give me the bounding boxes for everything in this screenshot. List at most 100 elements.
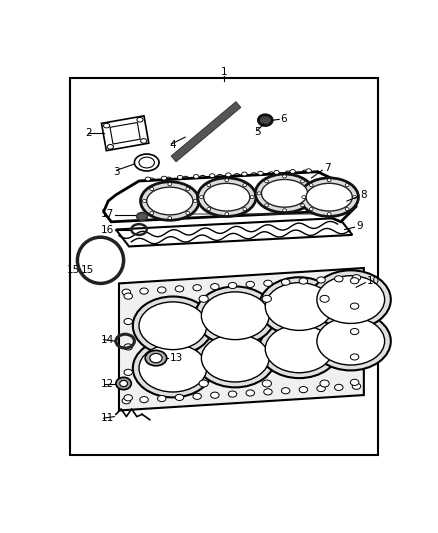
Ellipse shape (255, 174, 314, 213)
Ellipse shape (201, 334, 269, 382)
Text: 17: 17 (100, 209, 113, 219)
Polygon shape (116, 218, 352, 246)
Polygon shape (119, 268, 364, 410)
Ellipse shape (311, 270, 391, 329)
Ellipse shape (259, 277, 339, 336)
Polygon shape (148, 175, 322, 193)
Ellipse shape (259, 320, 339, 378)
Ellipse shape (225, 179, 229, 182)
Text: 1: 1 (221, 67, 228, 77)
Ellipse shape (204, 183, 250, 211)
Polygon shape (171, 102, 241, 162)
Ellipse shape (147, 187, 193, 215)
Polygon shape (102, 116, 149, 151)
Ellipse shape (107, 144, 113, 149)
Ellipse shape (243, 184, 247, 187)
Ellipse shape (246, 281, 254, 287)
Ellipse shape (148, 178, 155, 183)
Ellipse shape (268, 172, 274, 176)
Text: 2: 2 (85, 128, 92, 138)
Polygon shape (103, 172, 356, 222)
Ellipse shape (345, 208, 349, 211)
Ellipse shape (350, 354, 359, 360)
Ellipse shape (134, 154, 159, 171)
Ellipse shape (283, 175, 286, 178)
Ellipse shape (137, 117, 143, 122)
Ellipse shape (282, 387, 290, 394)
Ellipse shape (183, 176, 189, 181)
Text: 9: 9 (356, 221, 363, 231)
Ellipse shape (311, 312, 391, 370)
Ellipse shape (193, 199, 197, 203)
Ellipse shape (186, 188, 190, 191)
Ellipse shape (142, 199, 146, 203)
Ellipse shape (139, 344, 207, 392)
Ellipse shape (140, 397, 148, 403)
Ellipse shape (199, 380, 208, 387)
Ellipse shape (265, 282, 333, 330)
Ellipse shape (217, 174, 223, 179)
Ellipse shape (335, 276, 343, 282)
Ellipse shape (309, 208, 313, 211)
Ellipse shape (158, 395, 166, 401)
Ellipse shape (264, 389, 272, 395)
Ellipse shape (234, 174, 240, 178)
Ellipse shape (139, 157, 155, 168)
Text: 4: 4 (170, 140, 177, 150)
Ellipse shape (228, 391, 237, 397)
Ellipse shape (250, 196, 254, 199)
Ellipse shape (317, 317, 385, 365)
Ellipse shape (285, 171, 291, 175)
Ellipse shape (352, 383, 361, 390)
Text: 16: 16 (100, 224, 113, 235)
Ellipse shape (261, 180, 307, 207)
Ellipse shape (262, 380, 272, 387)
Text: 7: 7 (324, 163, 330, 173)
Ellipse shape (317, 276, 385, 324)
Ellipse shape (199, 196, 203, 199)
Ellipse shape (264, 280, 272, 286)
Ellipse shape (120, 381, 127, 386)
Ellipse shape (116, 377, 131, 390)
Ellipse shape (177, 175, 183, 179)
Text: 11: 11 (100, 413, 114, 423)
Ellipse shape (335, 384, 343, 391)
Ellipse shape (265, 180, 268, 183)
Ellipse shape (320, 380, 329, 387)
Ellipse shape (302, 170, 308, 175)
Ellipse shape (133, 339, 213, 398)
Ellipse shape (300, 178, 358, 216)
Ellipse shape (350, 379, 359, 385)
Ellipse shape (299, 386, 307, 393)
Ellipse shape (195, 329, 276, 387)
Ellipse shape (262, 295, 272, 302)
Text: 8: 8 (360, 190, 367, 200)
Ellipse shape (225, 213, 229, 216)
Ellipse shape (198, 178, 256, 216)
Ellipse shape (246, 390, 254, 396)
Ellipse shape (207, 208, 211, 211)
Text: 13: 13 (170, 353, 183, 363)
Text: 10: 10 (367, 276, 380, 286)
Ellipse shape (124, 293, 132, 299)
Ellipse shape (124, 369, 132, 375)
Ellipse shape (122, 289, 131, 295)
Ellipse shape (282, 279, 290, 285)
Ellipse shape (228, 282, 237, 288)
Ellipse shape (300, 204, 304, 207)
Ellipse shape (306, 169, 311, 173)
Text: 6: 6 (281, 115, 287, 124)
Ellipse shape (258, 115, 272, 126)
Polygon shape (139, 172, 332, 196)
Ellipse shape (200, 175, 206, 180)
Ellipse shape (145, 177, 151, 181)
Ellipse shape (317, 277, 325, 283)
Ellipse shape (211, 392, 219, 398)
Ellipse shape (350, 303, 359, 309)
Ellipse shape (299, 278, 307, 284)
Ellipse shape (226, 173, 231, 177)
Ellipse shape (193, 393, 201, 399)
Ellipse shape (242, 172, 247, 176)
Polygon shape (110, 123, 140, 144)
Ellipse shape (194, 175, 199, 179)
